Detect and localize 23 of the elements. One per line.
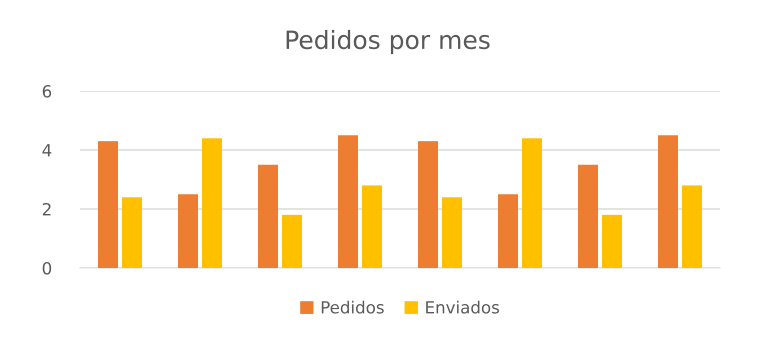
bar bbox=[338, 135, 358, 268]
bar bbox=[122, 197, 142, 268]
bar bbox=[682, 185, 702, 268]
chart-title: Pedidos por mes bbox=[286, 30, 490, 54]
bar bbox=[602, 214, 622, 268]
y-tick-label: 4 bbox=[42, 144, 52, 156]
bar bbox=[418, 141, 438, 268]
bar bbox=[442, 197, 462, 268]
bar bbox=[258, 164, 278, 268]
y-tick-label: 6 bbox=[42, 84, 52, 98]
bar bbox=[202, 138, 222, 268]
bar bbox=[498, 194, 518, 268]
bar bbox=[522, 138, 542, 268]
y-tick-label: 0 bbox=[42, 262, 52, 275]
legend-label: Pedidos bbox=[322, 300, 384, 314]
bar bbox=[362, 185, 382, 268]
bar bbox=[178, 194, 198, 268]
bar bbox=[98, 141, 118, 268]
bar bbox=[282, 214, 302, 268]
bar bbox=[658, 135, 678, 268]
y-tick-label: 2 bbox=[42, 202, 51, 216]
legend-label: Enviados bbox=[426, 300, 499, 314]
bar bbox=[578, 164, 598, 268]
